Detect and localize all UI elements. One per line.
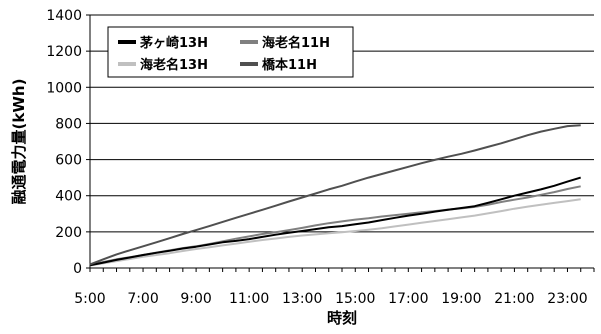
y-axis-title: 融通電力量(kWh) [10,79,28,205]
series-line [89,198,581,267]
y-tick-label: 400 [55,189,82,205]
x-tick-label: 5:00 [74,291,105,307]
legend-label: 海老名11H [262,35,330,51]
legend-box [107,26,354,78]
x-tick-label: 23:00 [547,291,587,307]
y-tick-label: 0 [73,261,82,277]
x-tick-label: 13:00 [282,291,322,307]
x-tick-label: 7:00 [127,291,158,307]
y-tick-label: 1400 [46,8,82,24]
series-line [89,176,581,267]
legend: 茅ヶ崎13H 海老名11H 海老名13H 橋本11H [107,26,354,78]
legend-label: 橋本11H [262,57,317,73]
x-tick-label: 15:00 [335,291,375,307]
tick-labels: 0 200 400 600 800 1000 1200 1400 5:00 7:00 9:00 11:… [46,8,587,307]
y-tick-label: 800 [55,116,82,132]
series-line [89,124,581,266]
axes [86,14,595,272]
y-tick-label: 600 [55,153,82,169]
y-tick-label: 1000 [46,80,82,96]
x-tick-label: 11:00 [229,291,269,307]
x-axis-title: 時刻 [327,309,357,327]
x-tick-label: 9:00 [180,291,211,307]
series-lines [89,124,581,267]
x-tick-label: 21:00 [494,291,534,307]
x-tick-label: 17:00 [388,291,428,307]
x-tick-label: 19:00 [441,291,481,307]
legend-label: 海老名13H [140,57,208,73]
y-tick-label: 200 [55,225,82,241]
legend-label: 茅ヶ崎13H [140,35,208,51]
y-tick-label: 1200 [46,44,82,60]
